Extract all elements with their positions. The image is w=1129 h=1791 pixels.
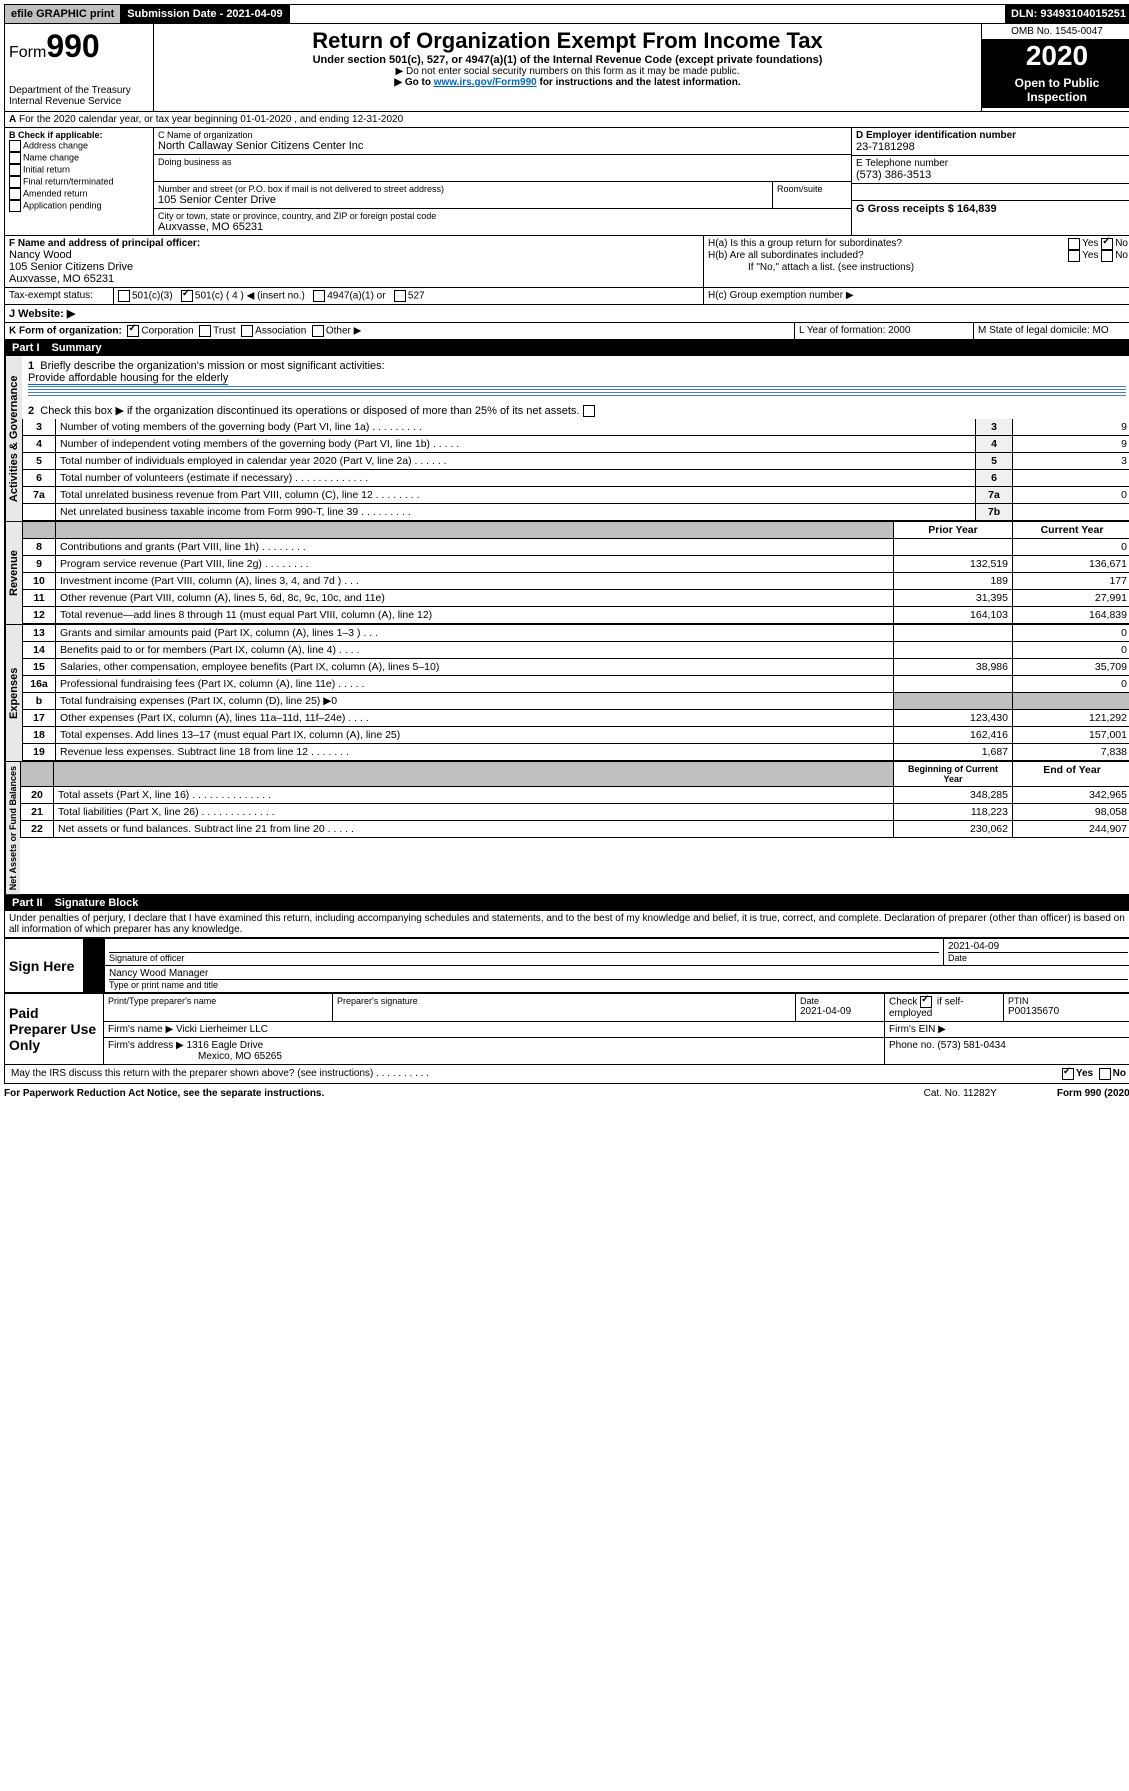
omb-number: OMB No. 1545-0047 — [982, 24, 1129, 40]
block-b: B Check if applicable: Address change Na… — [5, 128, 154, 235]
block-f: F Name and address of principal officer:… — [5, 236, 704, 287]
sign-here-label: Sign Here — [5, 939, 84, 993]
expenses-table: 13Grants and similar amounts paid (Part … — [22, 625, 1129, 761]
netassets-table: Beginning of Current YearEnd of Year20To… — [20, 762, 1129, 838]
page-footer: For Paperwork Reduction Act Notice, see … — [4, 1084, 1129, 1099]
section-a: A For the 2020 calendar year, or tax yea… — [4, 112, 1129, 128]
preparer-table: Paid Preparer Use Only Print/Type prepar… — [4, 993, 1129, 1065]
form-klm: K Form of organization: Corporation Trus… — [4, 323, 1129, 340]
signature-table: Sign Here Signature of officer 2021-04-0… — [4, 938, 1129, 993]
blocks-bcd: B Check if applicable: Address change Na… — [4, 128, 1129, 236]
efile-label[interactable]: efile GRAPHIC print — [5, 5, 121, 23]
irs-link[interactable]: www.irs.gov/Form990 — [434, 77, 537, 88]
perjury-text: Under penalties of perjury, I declare th… — [4, 911, 1129, 938]
org-address: 105 Senior Center Drive — [158, 194, 768, 206]
tax-year: 2020 — [982, 40, 1129, 72]
part1-header: Part I Summary — [4, 340, 1129, 356]
vlabel-governance: Activities & Governance — [5, 356, 22, 521]
website-row: J Website: ▶ — [4, 305, 1129, 323]
form-title: Return of Organization Exempt From Incom… — [158, 28, 977, 54]
mission-text: Provide affordable housing for the elder… — [28, 372, 228, 385]
top-bar: efile GRAPHIC print Submission Date - 20… — [4, 4, 1129, 24]
dept-label: Department of the Treasury — [9, 85, 149, 96]
block-d: D Employer identification number 23-7181… — [852, 128, 1129, 235]
expenses-section: Expenses 13Grants and similar amounts pa… — [4, 625, 1129, 762]
instruction-1: ▶ Do not enter social security numbers o… — [158, 66, 977, 77]
block-c: C Name of organization North Callaway Se… — [154, 128, 852, 235]
revenue-section: Revenue Prior YearCurrent Year8Contribut… — [4, 522, 1129, 625]
telephone: (573) 386-3513 — [856, 169, 948, 181]
submission-date: Submission Date - 2021-04-09 — [121, 5, 289, 23]
open-public-label: Open to Public Inspection — [982, 72, 1129, 108]
governance-section: Activities & Governance 1 Briefly descri… — [4, 356, 1129, 522]
vlabel-net: Net Assets or Fund Balances — [5, 762, 20, 894]
paid-preparer-label: Paid Preparer Use Only — [5, 994, 104, 1065]
dln-label: DLN: 93493104015251 — [1005, 5, 1129, 23]
netassets-section: Net Assets or Fund Balances Beginning of… — [4, 762, 1129, 895]
part2-header: Part II Signature Block — [4, 895, 1129, 911]
tax-status-row: Tax-exempt status: 501(c)(3) 501(c) ( 4 … — [4, 288, 1129, 305]
form-subtitle: Under section 501(c), 527, or 4947(a)(1)… — [158, 54, 977, 66]
revenue-table: Prior YearCurrent Year8Contributions and… — [22, 522, 1129, 624]
blocks-fh: F Name and address of principal officer:… — [4, 236, 1129, 288]
block-h: H(a) Is this a group return for subordin… — [704, 236, 1129, 287]
instruction-2: ▶ Go to www.irs.gov/Form990 for instruct… — [158, 77, 977, 88]
form-number: Form990 — [9, 28, 149, 65]
form-header: Form990 Department of the Treasury Inter… — [4, 24, 1129, 112]
discuss-row: May the IRS discuss this return with the… — [4, 1065, 1129, 1084]
vlabel-revenue: Revenue — [5, 522, 22, 624]
ein: 23-7181298 — [856, 141, 1016, 153]
org-city: Auxvasse, MO 65231 — [158, 221, 847, 233]
org-name: North Callaway Senior Citizens Center In… — [158, 140, 847, 152]
gross-receipts: G Gross receipts $ 164,839 — [852, 201, 1001, 217]
irs-label: Internal Revenue Service — [9, 96, 149, 107]
vlabel-expenses: Expenses — [5, 625, 22, 761]
governance-table: 3Number of voting members of the governi… — [22, 419, 1129, 521]
